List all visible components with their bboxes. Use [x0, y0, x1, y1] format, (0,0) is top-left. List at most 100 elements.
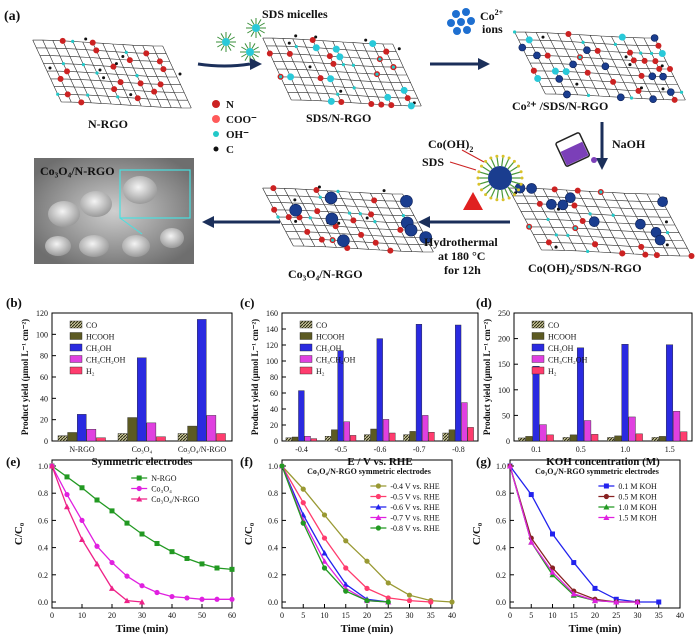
- chart-c-bar-co--0.8: [442, 432, 449, 442]
- chart-e-xtick-label: 20: [108, 611, 116, 620]
- chart-d-ytick-label: 150: [498, 360, 510, 369]
- chart-d-legend-entry: CH₃OH: [548, 344, 574, 353]
- chart-f-data-point: [321, 512, 328, 518]
- chart-f-series-line: [281, 465, 431, 603]
- chart-f-xtick-label: 40: [448, 611, 456, 620]
- chart-b-bar-ch-oh-n-rgo: [76, 414, 87, 442]
- chart-g-series-1.5-m-koh: [507, 463, 641, 605]
- chart-b-legend-swatch: [69, 332, 83, 340]
- chart-f-data-point: [343, 565, 349, 571]
- chart-g-legend-marker: [603, 483, 609, 489]
- c-atom-icon: [213, 146, 219, 152]
- chart-g-legend-entry: 0.5 M KOH: [618, 493, 657, 502]
- chart-b-xlabel: Symmetric electrodes: [92, 456, 194, 468]
- chart-d-bar-ch-oh-1.5: [665, 344, 674, 442]
- chart-c-legend-swatch: [299, 343, 313, 352]
- chart-d-bar-ch-oh-1.0: [621, 344, 629, 442]
- chart-e-data-point: [109, 508, 115, 514]
- chart-b-ytick-label: 120: [36, 309, 48, 318]
- chart-c-ylabel: Product yield (μmol L⁻¹ cm⁻²): [250, 319, 260, 435]
- chart-f-xtick-label: 30: [406, 611, 414, 620]
- chart-e-data-point: [94, 560, 100, 567]
- chart-e-xtick-label: 0: [50, 611, 54, 620]
- panel-label-a: (a): [4, 9, 21, 24]
- chart-c-xtick-label: -0.6: [374, 445, 387, 454]
- chart-c-bar-h---0.6: [389, 432, 396, 442]
- chart-f-data-point: [300, 520, 306, 526]
- chart-b-ylabel: Product yield (μmol L⁻¹ cm⁻²): [20, 319, 30, 435]
- chart-c-bar-h---0.5: [350, 435, 357, 442]
- chart-g-xtick-label: 10: [549, 611, 557, 620]
- chart-b-bar-h--co-o-: [156, 436, 166, 442]
- chart-g-data-point: [549, 569, 556, 575]
- chart-e-panel-label: (e): [6, 454, 20, 469]
- chart-b-legend-entry: H₂: [86, 367, 95, 376]
- chart-f-panel-label: (f): [240, 454, 253, 469]
- chart-c-legend-swatch: [299, 320, 313, 329]
- chart-g-data-point: [634, 599, 641, 605]
- chart-e-xtick-label: 40: [168, 611, 176, 620]
- chart-c-bar-hcooh--0.6: [370, 428, 377, 442]
- chart-f-data-point: [406, 598, 413, 604]
- chart-e-ytick-label: 0.4: [38, 544, 48, 553]
- chart-f-xtick-label: 5: [301, 611, 305, 620]
- chart-c-bar-h---0.8: [467, 427, 474, 442]
- chart-g-legend-marker: [603, 504, 610, 510]
- chart-f-data-point: [343, 588, 349, 594]
- chart-c-ytick-label: 20: [270, 421, 278, 430]
- chart-f-data-point: [321, 535, 328, 541]
- chart-e-data-point: [169, 549, 175, 555]
- chart-f-legend-marker: [375, 493, 381, 500]
- chart-c-bar-ch-oh--0.5: [337, 350, 344, 442]
- sds-micelles-icon: [216, 18, 266, 62]
- naoh-label: NaOH: [612, 137, 646, 151]
- chart-c-bar-co--0.4: [285, 437, 292, 442]
- sds-label: SDS: [422, 155, 444, 169]
- chart-g-xtick-label: 35: [655, 611, 663, 620]
- chart-e-xtick-label: 50: [198, 611, 206, 620]
- chart-d-ylabel: Product yield (μmol L⁻¹ cm⁻²): [482, 319, 492, 435]
- chart-c-bar-ch-ch-oh--0.5: [343, 421, 350, 442]
- chart-e-legend-entry: Co₃O₄/N-RGO: [151, 495, 199, 504]
- chart-c-bar-ch-oh--0.6: [376, 338, 383, 442]
- chart-e-xtick-label: 10: [78, 611, 86, 620]
- chart-e-data-point: [79, 517, 85, 524]
- chart-b-legend-swatch: [69, 366, 83, 375]
- sem-label: Co₃O₄/N-RGO: [40, 164, 115, 178]
- chart-d-legend-entry: HCOOH: [548, 333, 577, 342]
- chart-d-bar-h--1.5: [680, 431, 688, 442]
- chart-g-legend-entry: 0.1 M KOH: [618, 482, 657, 491]
- chart-d-legend-entry: H₂: [548, 367, 557, 376]
- chart-b-bar-hcooh-n-rgo: [67, 432, 77, 442]
- chart-c-panel-label: (c): [240, 295, 254, 310]
- chart-e-data-point: [64, 503, 70, 510]
- chart-g-ytick-label: 0.4: [496, 544, 506, 553]
- naoh-drop-icon: [591, 157, 597, 163]
- chart-c-bar-h---0.7: [428, 432, 435, 442]
- chart-b-bar-ch-oh-co-o-n-rgo: [196, 319, 207, 442]
- chart-b-legend-swatch: [69, 320, 83, 329]
- chart-d-legend-swatch: [531, 355, 545, 363]
- chart-e-data-point: [79, 536, 85, 542]
- chart-c-legend-swatch: [299, 332, 313, 340]
- chart-g-data-point: [507, 463, 513, 469]
- beaker-icon: [555, 132, 591, 167]
- chart-f-data-point: [428, 599, 434, 605]
- chart-c-bar-ch-oh--0.7: [415, 324, 423, 442]
- schematic-legend: N COO⁻ OH⁻ C: [212, 99, 257, 156]
- chart-d-xtick-label: 1.0: [620, 445, 630, 454]
- chart-f-ytick-label: 0.0: [268, 598, 278, 607]
- chart-g-panel-label: (g): [476, 454, 491, 469]
- chart-e: (e) 0.0 0.2 0.4 0.6 0.8 1.0 0 10 20 30 40 50 60 Time (…: [6, 454, 236, 635]
- chart-b-bar-ch-oh-co-o-: [136, 357, 147, 442]
- chart-f-xtick-label: 15: [342, 611, 350, 620]
- cooh2-sds-nrgo-label: Co(OH)₂/SDS/N-RGO: [528, 261, 642, 275]
- chart-c-ytick-label: 80: [270, 373, 278, 382]
- chart-f-data-point: [343, 538, 349, 544]
- chart-c-legend: CO HCOOH CH₃OH CH₃CH₂OH H₂: [299, 320, 356, 376]
- chart-f-ytick-label: 0.4: [268, 544, 278, 553]
- chart-f-xtick-label: 35: [427, 611, 435, 620]
- chart-f-legend-entry: -0.6 V vs. RHE: [390, 503, 439, 512]
